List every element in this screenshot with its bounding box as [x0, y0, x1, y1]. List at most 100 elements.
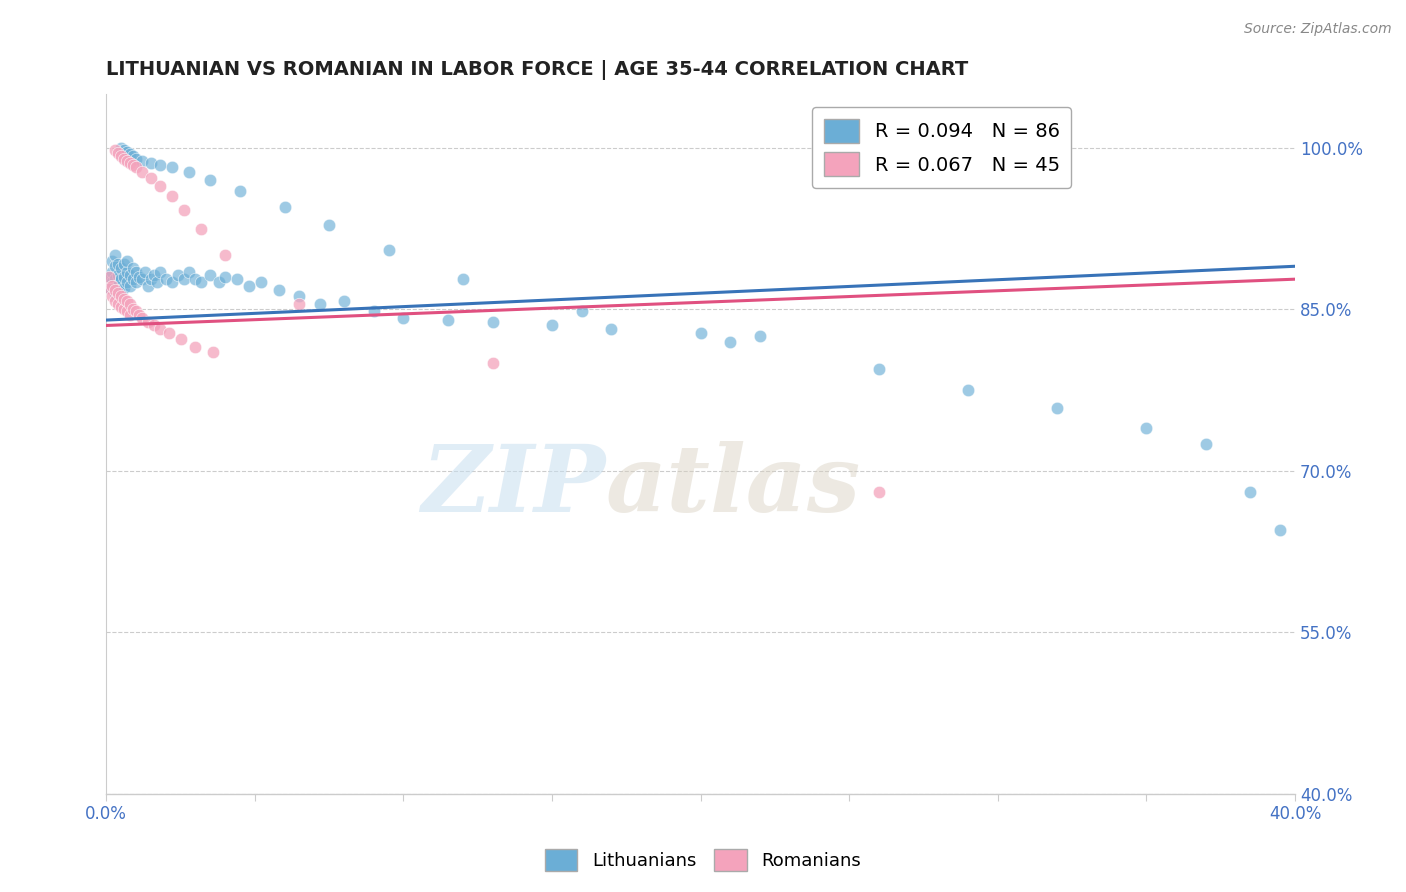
- Point: [155, 272, 177, 286]
- Point: [957, 383, 980, 397]
- Point: [214, 270, 236, 285]
- Point: [131, 272, 153, 286]
- Point: [122, 158, 145, 172]
- Point: [112, 281, 135, 295]
- Point: [160, 276, 183, 290]
- Text: LITHUANIAN VS ROMANIAN IN LABOR FORCE | AGE 35-44 CORRELATION CHART: LITHUANIAN VS ROMANIAN IN LABOR FORCE | …: [107, 60, 969, 79]
- Point: [115, 153, 138, 168]
- Point: [101, 276, 124, 290]
- Point: [131, 153, 153, 168]
- Point: [600, 321, 623, 335]
- Point: [107, 146, 129, 161]
- Point: [115, 145, 138, 160]
- Point: [112, 302, 135, 317]
- Point: [112, 257, 135, 271]
- Point: [104, 248, 127, 262]
- Point: [101, 278, 124, 293]
- Point: [122, 261, 145, 276]
- Point: [202, 345, 225, 359]
- Point: [115, 293, 138, 308]
- Point: [110, 283, 132, 297]
- Point: [200, 268, 222, 282]
- Point: [128, 308, 150, 322]
- Point: [122, 272, 145, 286]
- Point: [749, 329, 772, 343]
- Point: [125, 265, 148, 279]
- Point: [288, 297, 311, 311]
- Point: [689, 326, 711, 340]
- Point: [481, 356, 503, 370]
- Point: [98, 270, 121, 285]
- Point: [107, 297, 129, 311]
- Point: [110, 261, 132, 276]
- Point: [122, 149, 145, 163]
- Point: [160, 160, 183, 174]
- Point: [115, 253, 138, 268]
- Point: [142, 318, 165, 333]
- Point: [139, 272, 162, 286]
- Point: [273, 200, 295, 214]
- Point: [1195, 437, 1218, 451]
- Point: [226, 272, 249, 286]
- Point: [718, 334, 741, 349]
- Point: [149, 265, 172, 279]
- Point: [112, 270, 135, 285]
- Point: [377, 243, 399, 257]
- Point: [318, 219, 340, 233]
- Point: [1268, 523, 1291, 537]
- Point: [110, 289, 132, 303]
- Point: [157, 326, 180, 340]
- Point: [110, 149, 132, 163]
- Point: [118, 268, 141, 282]
- Point: [214, 248, 236, 262]
- Point: [136, 315, 159, 329]
- Point: [139, 171, 162, 186]
- Point: [104, 143, 127, 157]
- Point: [104, 283, 127, 297]
- Point: [267, 283, 290, 297]
- Point: [173, 203, 195, 218]
- Point: [107, 286, 129, 301]
- Point: [437, 313, 460, 327]
- Point: [1239, 485, 1261, 500]
- Point: [98, 281, 121, 295]
- Point: [145, 276, 167, 290]
- Point: [112, 143, 135, 157]
- Point: [1135, 421, 1157, 435]
- Point: [149, 158, 172, 172]
- Point: [190, 276, 212, 290]
- Point: [481, 315, 503, 329]
- Point: [288, 289, 311, 303]
- Point: [115, 304, 138, 318]
- Point: [238, 278, 260, 293]
- Point: [98, 270, 121, 285]
- Point: [122, 302, 145, 317]
- Point: [115, 265, 138, 279]
- Point: [101, 289, 124, 303]
- Point: [134, 265, 156, 279]
- Point: [190, 221, 212, 235]
- Point: [107, 268, 129, 282]
- Point: [571, 304, 593, 318]
- Point: [184, 340, 207, 354]
- Point: [333, 293, 356, 308]
- Point: [541, 318, 564, 333]
- Point: [1046, 401, 1069, 416]
- Point: [184, 272, 207, 286]
- Point: [101, 253, 124, 268]
- Point: [112, 152, 135, 166]
- Point: [118, 147, 141, 161]
- Point: [179, 265, 201, 279]
- Legend: Lithuanians, Romanians: Lithuanians, Romanians: [537, 842, 869, 879]
- Text: atlas: atlas: [606, 441, 860, 531]
- Point: [104, 272, 127, 286]
- Point: [166, 268, 188, 282]
- Point: [249, 276, 271, 290]
- Point: [110, 300, 132, 314]
- Point: [118, 278, 141, 293]
- Point: [118, 156, 141, 170]
- Point: [309, 297, 332, 311]
- Point: [104, 259, 127, 273]
- Point: [392, 310, 415, 325]
- Point: [125, 304, 148, 318]
